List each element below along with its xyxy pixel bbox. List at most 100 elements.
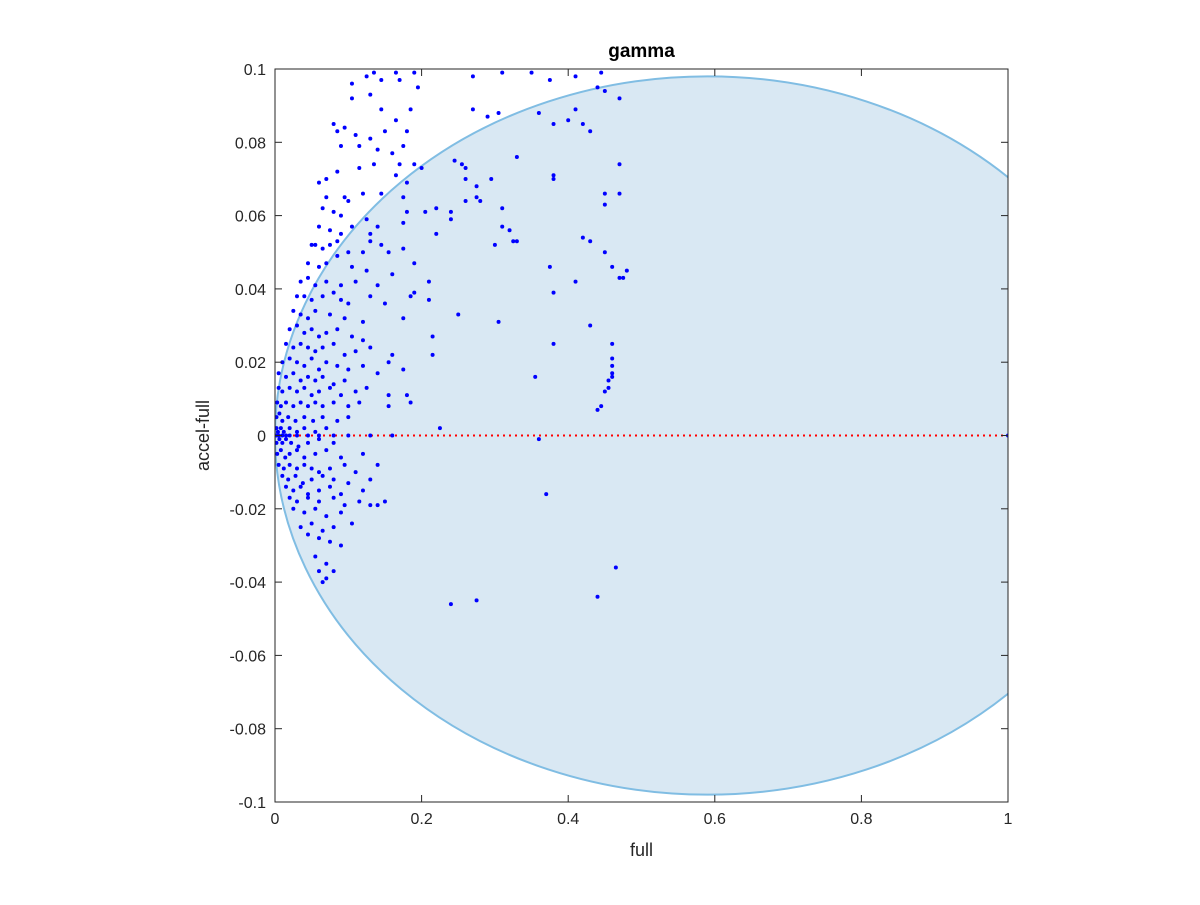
data-point bbox=[309, 393, 314, 398]
data-point bbox=[316, 470, 321, 475]
data-point bbox=[280, 360, 285, 365]
data-point bbox=[606, 385, 611, 390]
data-point bbox=[313, 554, 318, 559]
data-point bbox=[331, 121, 336, 126]
data-point bbox=[368, 503, 373, 508]
data-point bbox=[624, 268, 629, 273]
data-point bbox=[324, 448, 329, 453]
data-point bbox=[287, 327, 292, 332]
data-point bbox=[426, 279, 431, 284]
data-point bbox=[621, 275, 626, 280]
data-point bbox=[610, 371, 615, 376]
data-point bbox=[544, 492, 549, 497]
data-point bbox=[294, 429, 299, 434]
data-point bbox=[280, 433, 285, 438]
data-point bbox=[547, 77, 552, 82]
data-point bbox=[316, 536, 321, 541]
data-point bbox=[298, 341, 303, 346]
data-point bbox=[368, 231, 373, 236]
data-point bbox=[298, 279, 303, 284]
data-point bbox=[459, 162, 464, 167]
data-point bbox=[327, 484, 332, 489]
data-point bbox=[298, 484, 303, 489]
data-point bbox=[353, 279, 358, 284]
data-point bbox=[610, 264, 615, 269]
data-point bbox=[386, 360, 391, 365]
data-point bbox=[309, 466, 314, 471]
data-point bbox=[287, 462, 292, 467]
data-point bbox=[305, 495, 310, 500]
data-point bbox=[305, 492, 310, 497]
data-point bbox=[368, 239, 373, 244]
data-point bbox=[349, 334, 354, 339]
data-point bbox=[360, 488, 365, 493]
y-tick-label: -0.06 bbox=[230, 648, 267, 665]
data-point bbox=[316, 180, 321, 185]
data-point bbox=[500, 70, 505, 75]
y-tick-label: 0.06 bbox=[235, 209, 266, 226]
data-point bbox=[342, 378, 347, 383]
data-point bbox=[412, 70, 417, 75]
data-point bbox=[338, 213, 343, 218]
data-point bbox=[456, 312, 461, 317]
data-point bbox=[617, 162, 622, 167]
data-point bbox=[275, 440, 279, 445]
data-point bbox=[275, 451, 280, 456]
data-point bbox=[338, 455, 343, 460]
data-point bbox=[353, 389, 358, 394]
data-point bbox=[289, 440, 294, 445]
data-point bbox=[382, 129, 387, 134]
data-point bbox=[551, 121, 556, 126]
data-point bbox=[294, 360, 299, 365]
x-tick-label: 1 bbox=[1004, 811, 1013, 828]
data-point bbox=[430, 334, 435, 339]
data-point bbox=[357, 499, 362, 504]
data-point bbox=[320, 415, 325, 420]
data-point bbox=[309, 327, 314, 332]
data-point bbox=[305, 316, 310, 321]
data-point bbox=[302, 363, 307, 368]
data-point bbox=[360, 363, 365, 368]
data-point bbox=[379, 191, 384, 196]
data-point bbox=[346, 198, 351, 203]
y-tick-label: -0.1 bbox=[238, 795, 266, 812]
data-point bbox=[474, 195, 479, 200]
data-point bbox=[280, 440, 285, 445]
data-point bbox=[368, 294, 373, 299]
data-point bbox=[573, 74, 578, 79]
data-point bbox=[294, 389, 299, 394]
data-point bbox=[338, 492, 343, 497]
data-point bbox=[293, 473, 298, 478]
data-point bbox=[390, 151, 395, 156]
data-point bbox=[573, 279, 578, 284]
data-point bbox=[382, 499, 387, 504]
data-point bbox=[331, 569, 336, 574]
data-point bbox=[331, 495, 336, 500]
data-point bbox=[349, 96, 354, 101]
data-point bbox=[320, 374, 325, 379]
data-point bbox=[595, 85, 600, 90]
data-point bbox=[335, 363, 340, 368]
data-point bbox=[281, 429, 286, 434]
data-point bbox=[335, 129, 340, 134]
data-point bbox=[390, 272, 395, 277]
data-point bbox=[346, 250, 351, 255]
data-point bbox=[283, 400, 288, 405]
data-point bbox=[375, 462, 380, 467]
data-point bbox=[313, 429, 318, 434]
data-point bbox=[324, 426, 329, 431]
data-point bbox=[610, 363, 615, 368]
data-point bbox=[360, 191, 365, 196]
data-point bbox=[390, 352, 395, 357]
data-point bbox=[401, 316, 406, 321]
data-point bbox=[386, 250, 391, 255]
data-point bbox=[302, 462, 307, 467]
data-point bbox=[302, 510, 307, 515]
data-point bbox=[386, 404, 391, 409]
data-point bbox=[287, 356, 292, 361]
x-axis-label: full bbox=[630, 840, 653, 860]
data-point bbox=[415, 85, 420, 90]
data-point bbox=[324, 561, 329, 566]
data-point bbox=[547, 264, 552, 269]
